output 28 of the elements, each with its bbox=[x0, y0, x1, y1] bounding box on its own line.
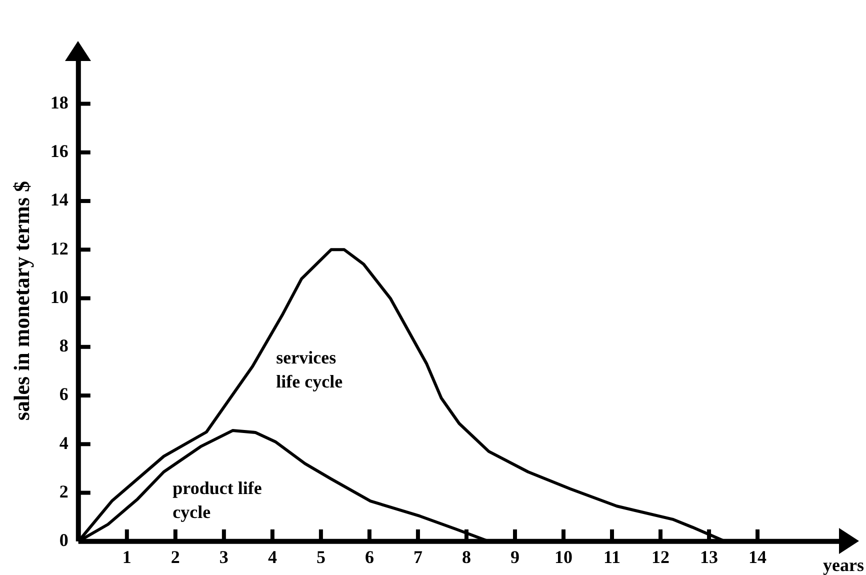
y-tick-label: 16 bbox=[50, 141, 68, 162]
x-tick-label: 8 bbox=[462, 546, 471, 567]
x-tick-label: 3 bbox=[219, 546, 228, 567]
x-tick-label: 1 bbox=[122, 546, 132, 567]
y-tick-label: 6 bbox=[59, 384, 68, 404]
x-axis-title: years bbox=[823, 555, 864, 575]
y-tick-label: 10 bbox=[50, 286, 68, 307]
x-tick-label: 13 bbox=[700, 546, 718, 567]
x-tick-label: 7 bbox=[413, 546, 422, 567]
y-axis-title: sales in monetary terms $ bbox=[8, 180, 34, 420]
y-tick-label: 0 bbox=[59, 530, 68, 550]
x-tick-label: 2 bbox=[170, 546, 180, 567]
x-tick-label: 10 bbox=[554, 546, 572, 567]
series-label: services life cycle bbox=[276, 347, 343, 392]
y-tick-label: 4 bbox=[59, 432, 68, 453]
x-tick-label: 6 bbox=[364, 546, 374, 567]
x-tick-label: 11 bbox=[603, 546, 621, 567]
y-tick-label: 8 bbox=[59, 336, 68, 356]
y-tick-label: 12 bbox=[50, 238, 68, 258]
x-tick-label: 4 bbox=[268, 546, 277, 567]
y-tick-label: 18 bbox=[50, 92, 68, 112]
x-tick-label: 14 bbox=[748, 546, 767, 567]
x-tick-label: 12 bbox=[652, 546, 670, 567]
y-tick-label: 2 bbox=[59, 481, 68, 502]
series-label: product life cycle bbox=[172, 478, 262, 522]
x-tick-label: 5 bbox=[316, 546, 326, 567]
x-tick-label: 9 bbox=[510, 546, 520, 567]
y-tick-label: 14 bbox=[50, 190, 68, 210]
